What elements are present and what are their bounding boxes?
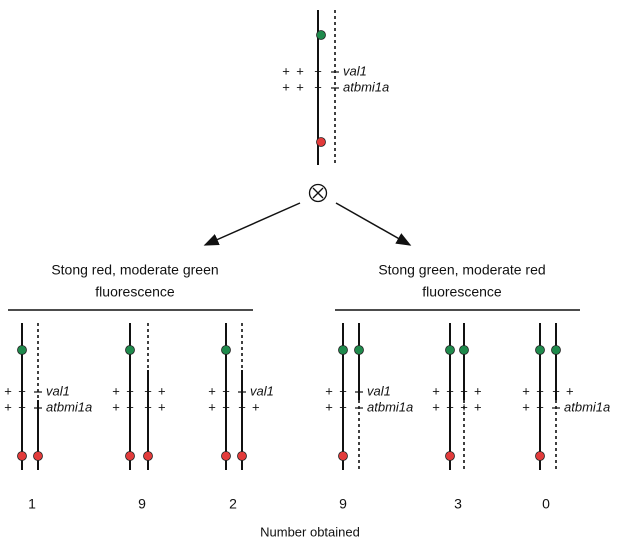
green-marker [551,345,561,355]
allele-symbol: + [18,383,26,398]
allele-symbol: + [339,399,347,414]
count: 2 [229,496,237,512]
allele-symbol: + [144,383,152,398]
green-marker [221,345,231,355]
allele-symbol: + [208,383,216,398]
allele-symbol: + [460,383,468,398]
count: 1 [28,496,36,512]
green-marker [459,345,469,355]
allele-symbol: + [339,383,347,398]
allele-symbol: + [446,383,454,398]
allele-symbol: + [552,383,560,398]
group-title: fluorescence [422,284,502,300]
allele-label: atbmi1a [564,399,610,414]
group-title: fluorescence [95,284,175,300]
allele-label: val1 [343,63,367,78]
allele-label: + [474,399,482,414]
green-marker [445,345,455,355]
allele-symbol: + [18,399,26,414]
allele-symbol: + [446,399,454,414]
allele-symbol: + [222,383,230,398]
red-marker [17,451,27,461]
count: 9 [138,496,146,512]
allele-symbol: + [536,399,544,414]
allele-symbol: + [325,399,333,414]
allele-symbol: + [112,383,120,398]
allele-symbol: + [208,399,216,414]
arrow [203,202,301,246]
green-marker [125,345,135,355]
cross-symbol [308,183,328,203]
allele-symbol: + [222,399,230,414]
group-title: Stong green, moderate red [378,262,545,278]
allele-symbol: + [314,63,322,78]
allele-symbol: + [296,63,304,78]
allele-label: + [566,383,574,398]
allele-symbol: + [126,383,134,398]
count: 9 [339,496,347,512]
count: 0 [542,496,550,512]
allele-symbol: + [112,399,120,414]
allele-symbol: + [282,79,290,94]
allele-label: val1 [46,383,70,398]
allele-symbol: + [432,383,440,398]
allele-symbol: + [314,79,322,94]
green-marker [17,345,27,355]
allele-label: + [158,399,166,414]
allele-symbol: + [144,399,152,414]
allele-label: + [252,399,260,414]
red-marker [316,137,326,147]
allele-symbol: + [432,399,440,414]
allele-label: val1 [367,383,391,398]
red-marker [237,451,247,461]
allele-label: atbmi1a [46,399,92,414]
allele-symbol: + [126,399,134,414]
allele-label: val1 [250,383,274,398]
allele-symbol: + [4,399,12,414]
red-marker [338,451,348,461]
green-marker [535,345,545,355]
green-marker [316,30,326,40]
allele-symbol: + [4,383,12,398]
arrow [335,202,412,246]
allele-symbol: + [238,399,246,414]
red-marker [445,451,455,461]
red-marker [221,451,231,461]
allele-symbol: + [536,383,544,398]
allele-label: + [158,383,166,398]
count: 3 [454,496,462,512]
green-marker [338,345,348,355]
red-marker [33,451,43,461]
allele-symbol: + [325,383,333,398]
red-marker [125,451,135,461]
allele-label: + [474,383,482,398]
allele-symbol: + [522,383,530,398]
allele-label: atbmi1a [343,79,389,94]
x-label: Number obtained [260,524,360,539]
allele-label: atbmi1a [367,399,413,414]
allele-symbol: + [296,79,304,94]
green-marker [354,345,364,355]
red-marker [143,451,153,461]
group-title: Stong red, moderate green [51,262,218,278]
allele-symbol: + [460,399,468,414]
red-marker [535,451,545,461]
allele-symbol: + [282,63,290,78]
allele-symbol: + [522,399,530,414]
